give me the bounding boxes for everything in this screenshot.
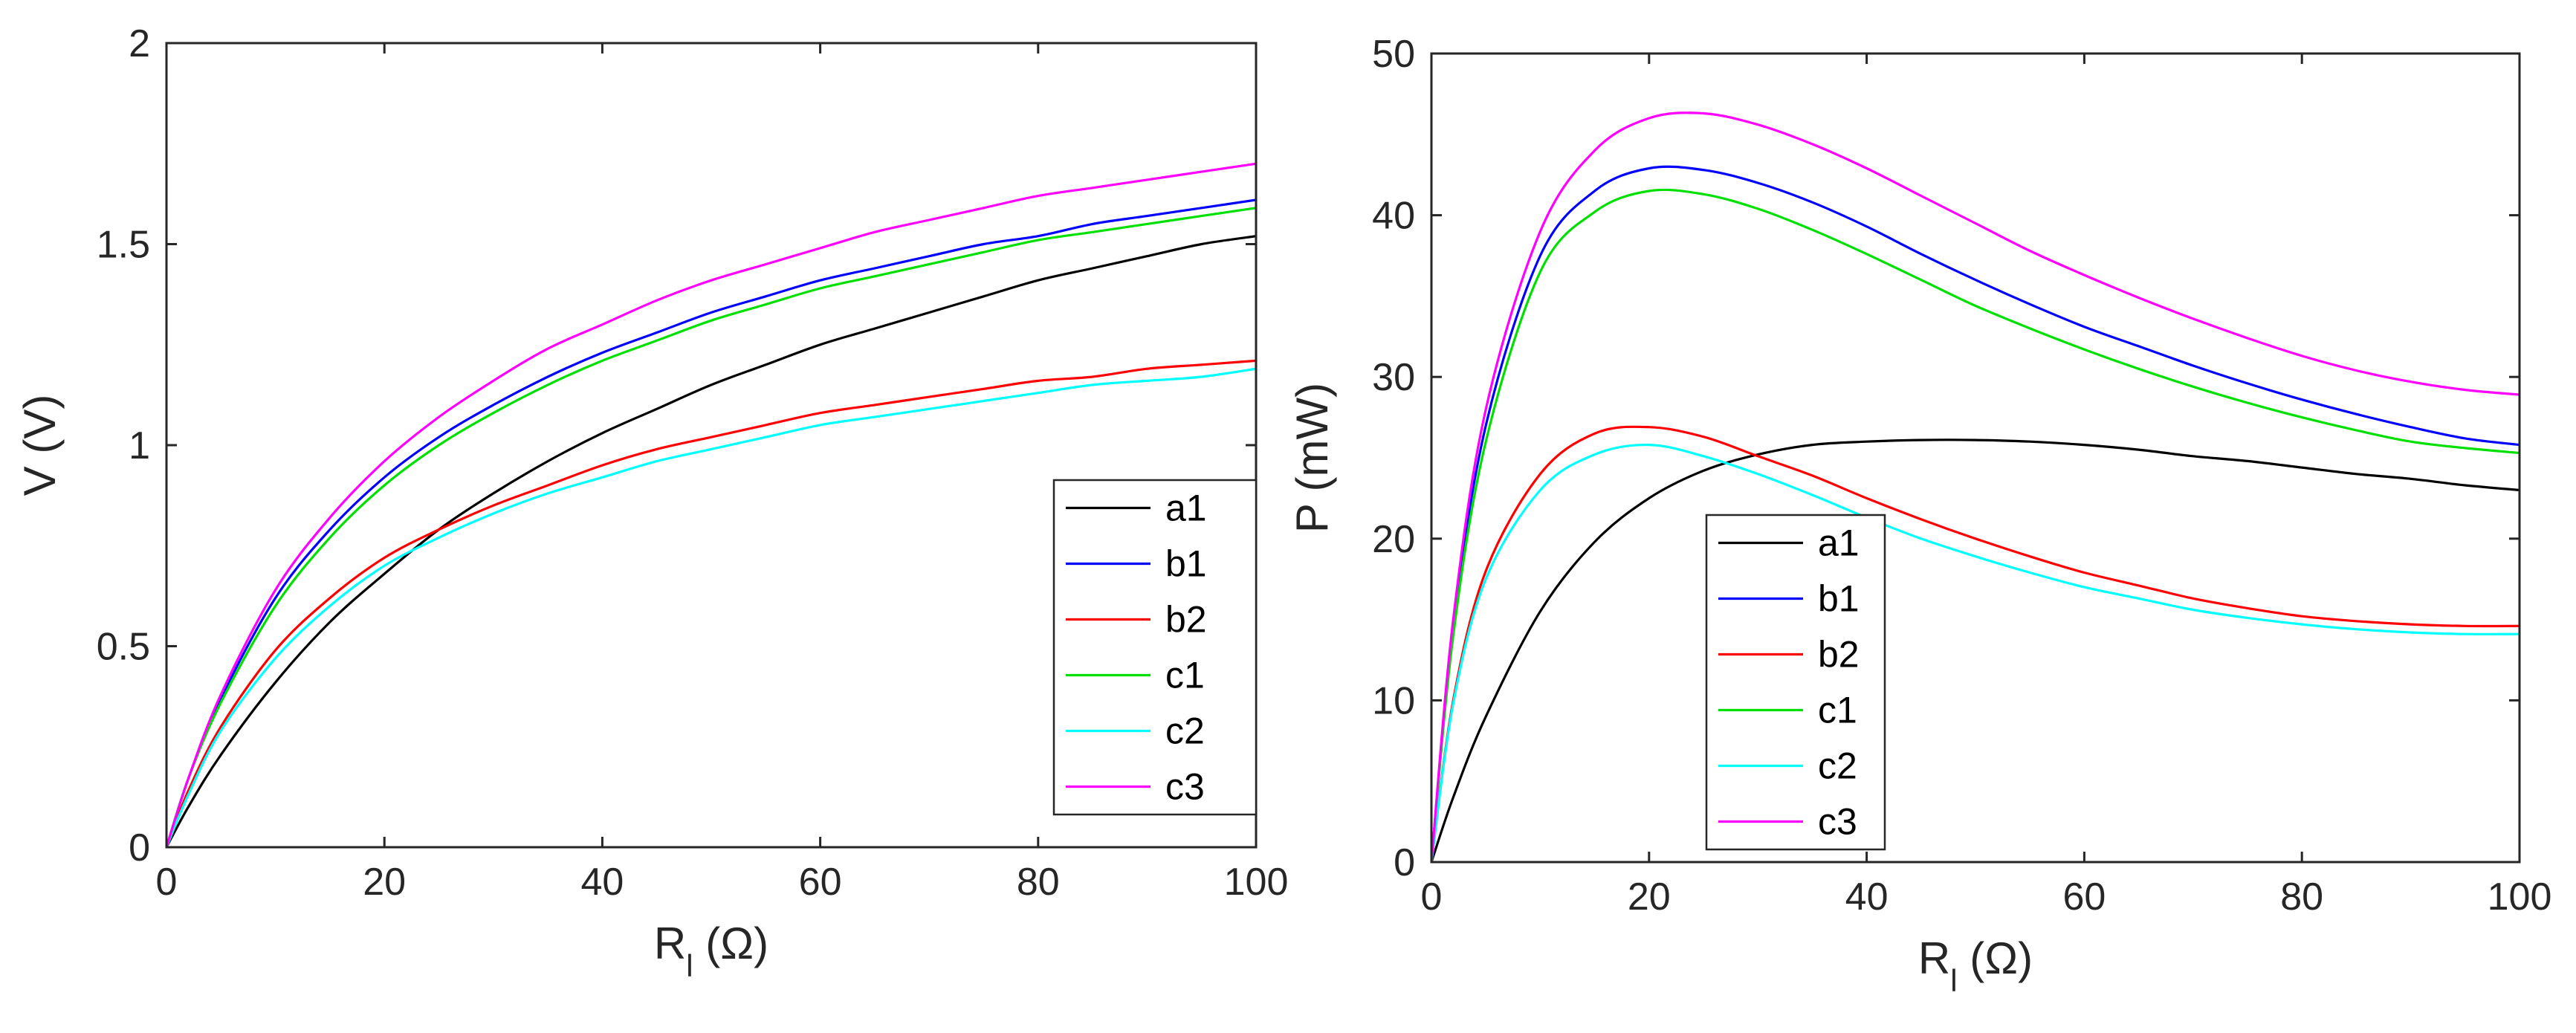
series-line-b1 [166, 198, 1256, 847]
x-axis-label: Rl (Ω) [1918, 933, 2033, 998]
legend-label: c2 [1818, 745, 1857, 787]
x-tick-label: 20 [1628, 875, 1671, 919]
x-axis-label-subscript: l [1950, 963, 1957, 998]
x-tick-label: 0 [1421, 875, 1443, 919]
series-line-a1 [1431, 438, 2520, 862]
x-tick-label: 0 [156, 861, 178, 904]
legend-label: b2 [1165, 599, 1207, 641]
legend-label: b1 [1165, 543, 1207, 585]
y-tick-label: 0 [1394, 841, 1415, 884]
series-lines [1431, 111, 2520, 862]
x-axis-label-subscript: l [686, 948, 693, 983]
legend-label: c3 [1165, 766, 1205, 808]
series-line-b2 [1431, 425, 2520, 862]
legend-box [1705, 514, 1886, 851]
y-axis-label: P (mW) [1287, 383, 1337, 533]
y-tick-label: 0 [129, 826, 150, 870]
legend-label: a1 [1818, 522, 1860, 564]
y-tick-label: 40 [1372, 195, 1415, 238]
legend-label: b2 [1818, 634, 1860, 676]
x-axis-label-main: R [1918, 933, 1950, 983]
x-tick-label: 80 [1017, 861, 1060, 904]
y-tick-label: 10 [1372, 679, 1415, 722]
legend-label: b1 [1818, 578, 1860, 620]
series-line-c2 [166, 367, 1256, 847]
y-tick-label: 1 [129, 424, 150, 467]
x-tick-label: 100 [2488, 875, 2552, 919]
y-tick-label: 2 [129, 22, 150, 65]
y-tick-label: 30 [1372, 356, 1415, 399]
voltage-chart-panel: 0 20 40 60 80 100 0 0.5 1 1.5 2 Rl (Ω) V (V) a1 b1 b2 c1… [15, 22, 1288, 983]
series-line-c1 [166, 207, 1256, 847]
series-line-b1 [1431, 165, 2520, 862]
legend-label: c1 [1818, 690, 1857, 731]
power-chart-panel: 0 20 40 60 80 100 0 10 20 30 40 50 Rl (Ω) P (mW) a1 b1 b… [1287, 33, 2551, 998]
x-tick-label: 40 [580, 861, 624, 904]
series-lines [166, 162, 1256, 847]
y-tick-label: 0.5 [97, 626, 150, 669]
y-tick-label: 1.5 [97, 224, 150, 267]
series-line-c3 [1431, 111, 2520, 862]
series-line-c1 [1431, 188, 2520, 862]
legend-label: c2 [1165, 710, 1205, 752]
x-axis-label-unit: (Ω) [693, 919, 768, 968]
series-line-a1 [166, 235, 1256, 847]
legend-box [1052, 479, 1258, 816]
y-axis-label: V (V) [15, 395, 65, 496]
x-axis-label-main: R [654, 919, 686, 968]
x-tick-label: 20 [363, 861, 406, 904]
x-tick-label: 40 [1845, 875, 1889, 919]
series-line-b2 [166, 359, 1256, 847]
x-tick-label: 100 [1224, 861, 1289, 904]
plot-area [1431, 54, 2520, 862]
x-axis-label-unit: (Ω) [1958, 933, 2033, 983]
series-line-c2 [1431, 443, 2520, 862]
axes-box [1430, 52, 2521, 864]
x-tick-label: 60 [799, 861, 842, 904]
x-tick-label: 60 [2062, 875, 2106, 919]
legend-label: a1 [1165, 488, 1207, 529]
legend-label: c1 [1165, 655, 1205, 696]
legend-label: c3 [1818, 801, 1857, 843]
y-tick-label: 20 [1372, 518, 1415, 561]
series-line-c3 [166, 162, 1256, 847]
y-tick-label: 50 [1372, 33, 1415, 76]
x-tick-label: 80 [2280, 875, 2323, 919]
x-axis-label: Rl (Ω) [654, 919, 768, 983]
